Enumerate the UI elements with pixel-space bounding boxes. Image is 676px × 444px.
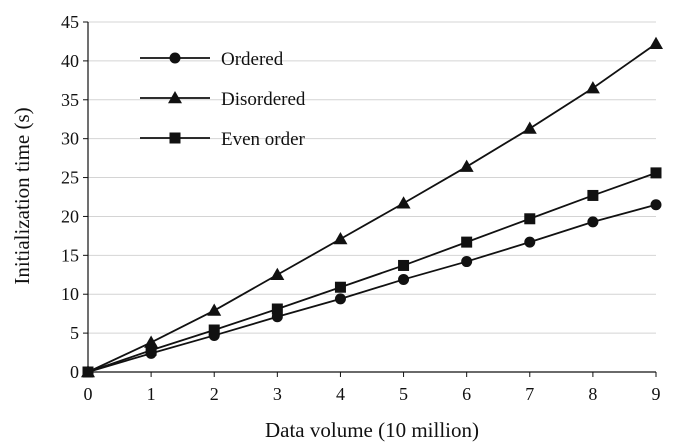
data-point-even-order: [208, 324, 220, 336]
legend-label-disordered: Disordered: [221, 89, 306, 110]
data-point-even-order: [650, 167, 662, 179]
x-tick-label: 7: [525, 384, 534, 404]
legend-marker-even-order: [169, 132, 181, 144]
data-point-even-order: [271, 303, 283, 315]
series-even-order: [82, 167, 662, 378]
y-tick-label: 40: [61, 51, 79, 71]
data-point-even-order: [587, 189, 599, 201]
series-line-disordered: [87, 43, 657, 373]
data-point-even-order: [461, 236, 473, 248]
gridlines: [88, 21, 656, 334]
data-point-ordered: [461, 256, 473, 268]
data-series: [81, 36, 663, 378]
legend-label-even-order: Even order: [221, 129, 306, 150]
legend-label-ordered: Ordered: [221, 49, 284, 70]
y-tick-label: 0: [70, 362, 79, 382]
legend: Ordered Disordered Even order: [140, 49, 306, 150]
data-point-ordered: [398, 273, 410, 285]
legend-marker-disordered: [168, 91, 182, 104]
series-line-even-order: [87, 172, 657, 373]
data-point-ordered: [587, 216, 599, 228]
series-ordered: [82, 199, 662, 378]
x-tick-label: 3: [273, 384, 282, 404]
data-point-even-order: [398, 259, 410, 271]
data-point-even-order: [524, 213, 536, 225]
y-tick-label: 20: [61, 206, 79, 226]
data-point-disordered: [649, 36, 663, 50]
data-point-disordered: [207, 303, 222, 316]
legend-item-disordered: Disordered: [140, 89, 306, 110]
y-axis-title: Initialization time (s): [10, 107, 34, 284]
x-tick-label: 2: [210, 384, 219, 404]
x-tick-label: 1: [147, 384, 156, 404]
data-point-disordered: [270, 267, 285, 281]
x-tick-label: 9: [652, 384, 661, 404]
data-point-ordered: [334, 293, 346, 305]
data-point-disordered: [144, 335, 159, 348]
series-line-ordered: [87, 203, 657, 373]
data-point-disordered: [333, 232, 348, 245]
data-point-disordered: [522, 121, 537, 134]
data-point-disordered: [585, 81, 600, 94]
x-tick-label: 6: [462, 384, 471, 404]
x-tick-label: 8: [588, 384, 597, 404]
data-point-even-order: [82, 366, 94, 378]
data-point-even-order: [145, 344, 157, 356]
y-tick-label: 30: [61, 129, 79, 149]
x-tick-label: 4: [336, 384, 345, 404]
data-point-disordered: [396, 196, 411, 209]
data-point-ordered: [650, 199, 662, 211]
y-tick-label: 10: [61, 284, 79, 304]
data-point-disordered: [459, 159, 474, 172]
y-tick-label: 45: [61, 12, 79, 32]
legend-item-ordered: Ordered: [140, 49, 284, 70]
y-tick-label: 35: [61, 90, 79, 110]
y-tick-label: 25: [61, 168, 79, 188]
legend-item-even-order: Even order: [140, 129, 306, 150]
y-tick-label: 5: [70, 323, 79, 343]
data-point-ordered: [524, 236, 536, 248]
y-tick-label: 15: [61, 245, 79, 265]
data-point-even-order: [334, 281, 346, 293]
x-tick-label: 0: [84, 384, 93, 404]
legend-marker-ordered: [169, 52, 181, 64]
series-disordered: [81, 36, 663, 378]
x-tick-label: 5: [399, 384, 408, 404]
x-axis-title: Data volume (10 million): [265, 418, 479, 442]
